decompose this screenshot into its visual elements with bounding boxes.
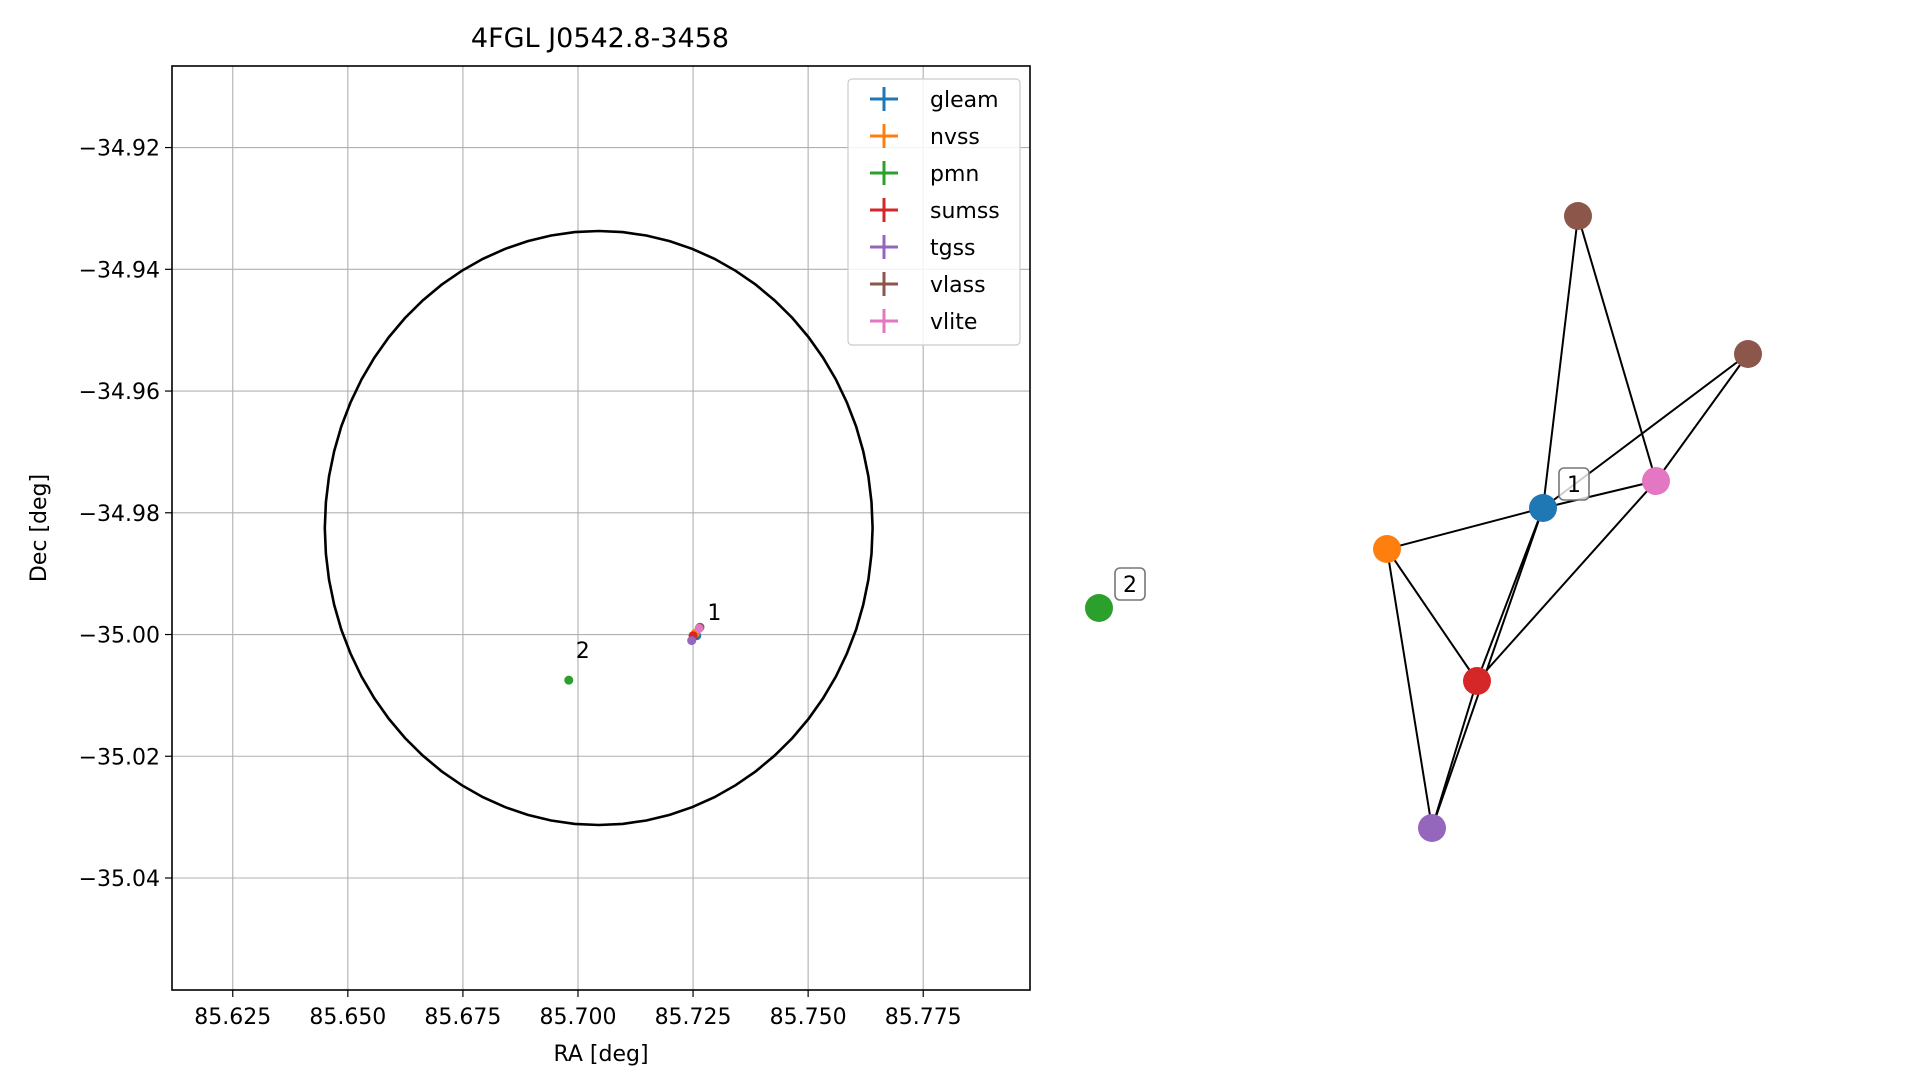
graph-node-labels: 12 (1114, 467, 1590, 601)
y-axis-label: Dec [deg] (27, 474, 52, 582)
y-axis-ticks: −34.92 −34.94 −34.96 −34.98 −35.00 −35.02 −35.… (79, 137, 172, 892)
legend: gleam nvss pmn sumss tgss vlass vlite (847, 78, 1021, 346)
network-graph: 12 (1085, 202, 1762, 842)
graph-edges (1386, 215, 1749, 829)
grid (172, 66, 1030, 990)
y-tick-label: −35.02 (79, 745, 160, 770)
data-point-pmn (564, 675, 574, 685)
graph-edge (1577, 215, 1657, 482)
legend-label-tgss: tgss (930, 236, 976, 261)
point-annotations: 12 (576, 601, 722, 664)
graph-node-label: 1 (1567, 473, 1581, 498)
x-tick-label: 85.775 (885, 1005, 962, 1030)
graph-node-pmn (1085, 594, 1113, 622)
graph-edge (1476, 480, 1657, 682)
graph-edge (1542, 480, 1657, 509)
y-tick-label: −34.92 (79, 137, 160, 162)
point-annotation: 1 (707, 601, 721, 626)
data-point-vlite (694, 623, 704, 633)
y-tick-label: −35.04 (79, 867, 160, 892)
graph-node-label-box (1558, 467, 1590, 501)
graph-node-label-box (1114, 567, 1146, 601)
graph-node-gleam (1529, 494, 1557, 522)
graph-edge (1386, 507, 1544, 550)
graph-node-sumss (1463, 667, 1491, 695)
data-points (564, 622, 705, 685)
legend-label-sumss: sumss (930, 199, 1000, 224)
point-annotation: 2 (576, 639, 590, 664)
legend-label-gleam: gleam (930, 88, 999, 113)
graph-edge (1431, 680, 1478, 829)
graph-node-label: 2 (1123, 573, 1137, 598)
x-tick-label: 85.750 (770, 1005, 847, 1030)
x-axis-label: RA [deg] (553, 1042, 648, 1067)
chart-title: 4FGL J0542.8-3458 (471, 23, 729, 54)
legend-label-pmn: pmn (930, 162, 979, 187)
x-tick-label: 85.625 (194, 1005, 271, 1030)
scatter-chart: 4FGL J0542.8-3458 12 85.625 85.650 85.675 8… (27, 23, 1031, 1067)
graph-nodes (1085, 202, 1762, 842)
x-tick-label: 85.700 (539, 1005, 616, 1030)
error-circle (323, 229, 874, 827)
graph-node-vlass_b (1734, 340, 1762, 368)
graph-node-tgss (1418, 814, 1446, 842)
graph-node-vlass_a (1564, 202, 1592, 230)
y-tick-label: −34.94 (79, 258, 160, 283)
data-point-tgss (687, 636, 697, 646)
graph-edge (1386, 548, 1478, 682)
plot-frame (171, 65, 1031, 991)
graph-edge (1655, 353, 1749, 482)
graph-node-vlite (1642, 467, 1670, 495)
x-tick-label: 85.650 (309, 1005, 386, 1030)
x-axis-ticks: 85.625 85.650 85.675 85.700 85.725 85.750 85.7… (194, 990, 962, 1030)
graph-edge (1542, 215, 1579, 509)
x-tick-label: 85.725 (655, 1005, 732, 1030)
y-tick-label: −35.00 (79, 624, 160, 649)
legend-label-vlass: vlass (930, 273, 986, 298)
legend-label-nvss: nvss (930, 125, 980, 150)
legend-box (847, 78, 1021, 346)
y-tick-label: −34.98 (79, 502, 160, 527)
legend-label-vlite: vlite (930, 310, 977, 335)
x-tick-label: 85.675 (424, 1005, 501, 1030)
graph-node-nvss (1373, 535, 1401, 563)
y-tick-label: −34.96 (79, 380, 160, 405)
error-circle-outline (323, 229, 874, 827)
graph-edge (1386, 548, 1433, 829)
